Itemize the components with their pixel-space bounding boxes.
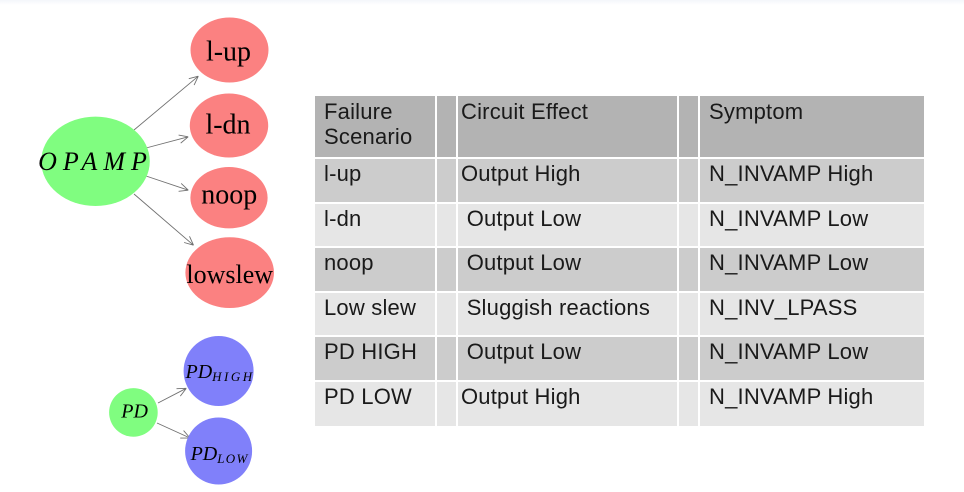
svg-text:l-dn: l-dn — [205, 110, 250, 141]
svg-text:PD: PD — [120, 400, 148, 422]
svg-text:OPAMP: OPAMP — [38, 147, 153, 176]
svg-text:lowslew: lowslew — [186, 260, 273, 289]
svg-text:l-up: l-up — [206, 37, 251, 68]
svg-text:noop: noop — [201, 180, 257, 211]
